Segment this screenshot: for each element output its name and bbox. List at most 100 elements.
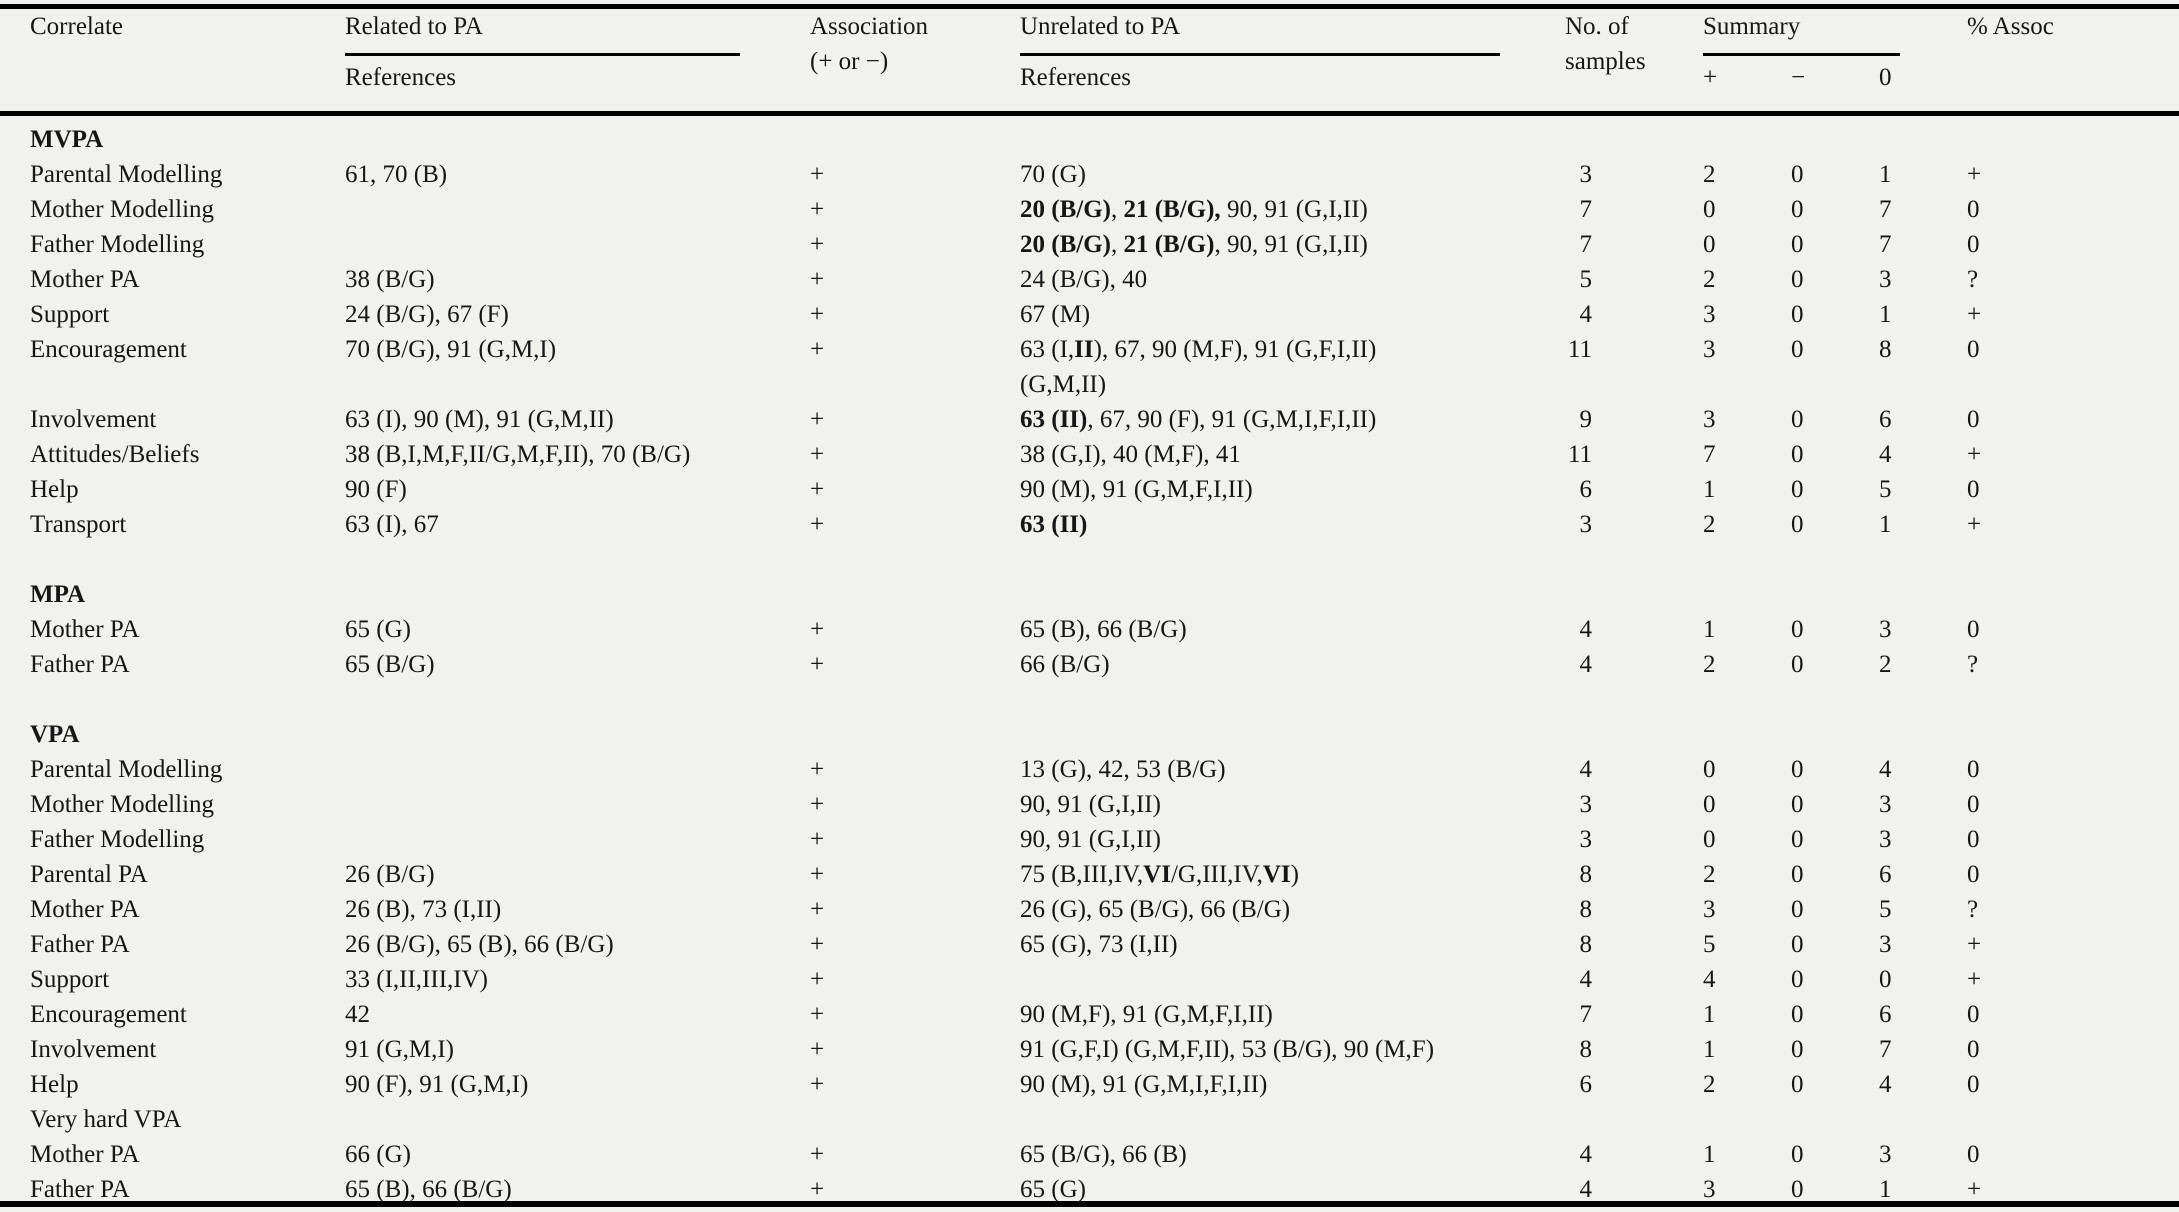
cell-summary-minus: 0 xyxy=(1791,230,1804,258)
cell-summary-plus: 0 xyxy=(1703,195,1716,223)
cell-summary-minus: 0 xyxy=(1791,440,1804,468)
cell-summary-plus: 2 xyxy=(1703,1070,1716,1098)
cell-correlate: Help xyxy=(30,475,79,503)
cell-correlate: Involvement xyxy=(30,405,157,433)
table-row: Transport 63 (I), 67 +63 (II) 3 2 0 1 + xyxy=(0,507,2179,542)
cell-correlate: Parental Modelling xyxy=(30,160,223,188)
cell-association: + xyxy=(810,160,825,188)
col-header-correlate-label: Correlate xyxy=(30,13,124,40)
cell-samples: 8 xyxy=(1579,1035,1593,1063)
cell-correlate: Father PA xyxy=(30,650,130,678)
cell-samples: 11 xyxy=(1567,440,1592,468)
cell-related-refs: 70 (B/G), 91 (G,M,I) xyxy=(345,335,557,363)
cell-summary-zero: 3 xyxy=(1879,930,1892,958)
cell-summary-zero: 8 xyxy=(1879,335,1892,363)
col-subheader-unrelated-references: References xyxy=(1020,64,1132,91)
spacer-cell xyxy=(0,542,2179,577)
cell-related-refs xyxy=(345,752,810,787)
cell-pct-assoc: 0 xyxy=(1967,195,1980,223)
cell-unrelated-refs: 20 (B/G), 21 (B/G), 90, 91 (G,I,II) xyxy=(1020,230,1368,258)
cell-samples: 5 xyxy=(1579,265,1593,293)
cell-related-refs: 65 (G) xyxy=(345,615,411,643)
table-bottom-rule xyxy=(0,1201,2179,1207)
cell-unrelated-refs: 65 (B), 66 (B/G) xyxy=(1020,615,1187,643)
table-row: Father PA 65 (B), 66 (B/G) +65 (G) 4 3 0 1 + xyxy=(0,1172,2179,1207)
cell-unrelated-refs: 90, 91 (G,I,II) xyxy=(1020,825,1161,853)
cell-pct-assoc: 0 xyxy=(1967,1070,1980,1098)
cell-association: + xyxy=(810,195,825,223)
cell-unrelated-refs: 13 (G), 42, 53 (B/G) xyxy=(1020,755,1226,783)
cell-summary-zero: 1 xyxy=(1879,300,1892,328)
cell-summary-plus: 2 xyxy=(1703,650,1716,678)
cell-association: + xyxy=(810,1140,825,1168)
cell-correlate: Parental PA xyxy=(30,860,148,888)
table-row: Help 90 (F) +90 (M), 91 (G,M,F,I,II) 6 1 0 5 0 xyxy=(0,472,2179,507)
col-group-unrelated-to-pa: Unrelated to PA xyxy=(1020,9,1565,56)
cell-pct-assoc: 0 xyxy=(1967,755,1980,783)
cell-summary-minus: 0 xyxy=(1791,510,1804,538)
cell-correlate: Encouragement xyxy=(30,1000,187,1028)
cell-summary-plus: 2 xyxy=(1703,160,1716,188)
cell-related-refs: 24 (B/G), 67 (F) xyxy=(345,300,509,328)
cell-association: + xyxy=(810,405,825,433)
cell-samples: 6 xyxy=(1579,475,1593,503)
pa-correlates-table: Correlate Related to PA Association (+ o… xyxy=(0,9,2179,1207)
cell-related-refs: 63 (I), 90 (M), 91 (G,M,II) xyxy=(345,405,614,433)
cell-summary-plus: 3 xyxy=(1703,1175,1716,1203)
cell-samples: 4 xyxy=(1579,755,1593,783)
col-subheader-summary-plus: + xyxy=(1703,64,1718,91)
cell-summary-minus: 0 xyxy=(1791,650,1804,678)
cell-summary-plus: 2 xyxy=(1703,265,1716,293)
cell-unrelated-refs: 67 (M) xyxy=(1020,300,1091,328)
cell-samples: 3 xyxy=(1579,825,1593,853)
cell-samples: 3 xyxy=(1579,160,1593,188)
cell-summary-zero: 4 xyxy=(1879,755,1892,783)
cell-unrelated-refs: 63 (I,II), 67, 90 (M,F), 91 (G,F,I,II) (G… xyxy=(1020,335,1377,398)
section-label: Very hard VPA xyxy=(30,1105,182,1133)
section-header-row: VPA xyxy=(0,717,2179,752)
cell-pct-assoc: 0 xyxy=(1967,825,1980,853)
cell-samples: 8 xyxy=(1579,930,1593,958)
cell-summary-zero: 1 xyxy=(1879,160,1892,188)
cell-summary-plus: 3 xyxy=(1703,405,1716,433)
table-row: Mother PA 65 (G) +65 (B), 66 (B/G) 4 1 0 3 0 xyxy=(0,612,2179,647)
cell-related-refs: 66 (G) xyxy=(345,1140,411,1168)
cell-unrelated-refs: 24 (B/G), 40 xyxy=(1020,265,1148,293)
cell-unrelated-refs: 75 (B,III,IV,VI/G,III,IV,VI) xyxy=(1020,860,1299,888)
table-row: Involvement 91 (G,M,I) +91 (G,F,I) (G,M,F,… xyxy=(0,1032,2179,1067)
cell-summary-minus: 0 xyxy=(1791,1070,1804,1098)
cell-summary-minus: 0 xyxy=(1791,300,1804,328)
cell-unrelated-refs: 65 (G), 73 (I,II) xyxy=(1020,930,1178,958)
cell-unrelated-refs: 90 (M,F), 91 (G,M,F,I,II) xyxy=(1020,1000,1273,1028)
cell-pct-assoc: 0 xyxy=(1967,230,1980,258)
association-label-line1: Association xyxy=(810,13,929,40)
cell-summary-minus: 0 xyxy=(1791,1140,1804,1168)
col-header-samples: No. of samples xyxy=(1565,9,1703,114)
cell-related-refs: 90 (F), 91 (G,M,I) xyxy=(345,1070,529,1098)
cell-pct-assoc: + xyxy=(1967,510,1982,538)
cell-association: + xyxy=(810,615,825,643)
cell-unrelated-refs: 65 (B/G), 66 (B) xyxy=(1020,1140,1187,1168)
cell-unrelated-refs: 66 (B/G) xyxy=(1020,650,1110,678)
cell-samples: 3 xyxy=(1579,790,1593,818)
cell-summary-minus: 0 xyxy=(1791,930,1804,958)
cell-correlate: Help xyxy=(30,1070,79,1098)
cell-association: + xyxy=(810,755,825,783)
cell-related-refs xyxy=(345,192,810,227)
cell-samples: 3 xyxy=(1579,510,1593,538)
cell-association: + xyxy=(810,930,825,958)
cell-unrelated-refs: 90 (M), 91 (G,M,F,I,II) xyxy=(1020,475,1253,503)
cell-pct-assoc: 0 xyxy=(1967,1035,1980,1063)
table-row: Father PA 26 (B/G), 65 (B), 66 (B/G) +65 (… xyxy=(0,927,2179,962)
association-label-line2: (+ or −) xyxy=(810,48,889,75)
cell-summary-zero: 3 xyxy=(1879,790,1892,818)
cell-pct-assoc: + xyxy=(1967,930,1982,958)
cell-association: + xyxy=(810,440,825,468)
cell-samples: 4 xyxy=(1579,615,1593,643)
cell-related-refs: 91 (G,M,I) xyxy=(345,1035,455,1063)
cell-summary-plus: 1 xyxy=(1703,1000,1716,1028)
subsection-header-row: Very hard VPA xyxy=(0,1102,2179,1137)
cell-summary-zero: 6 xyxy=(1879,1000,1892,1028)
cell-correlate: Involvement xyxy=(30,1035,157,1063)
cell-correlate: Support xyxy=(30,965,110,993)
